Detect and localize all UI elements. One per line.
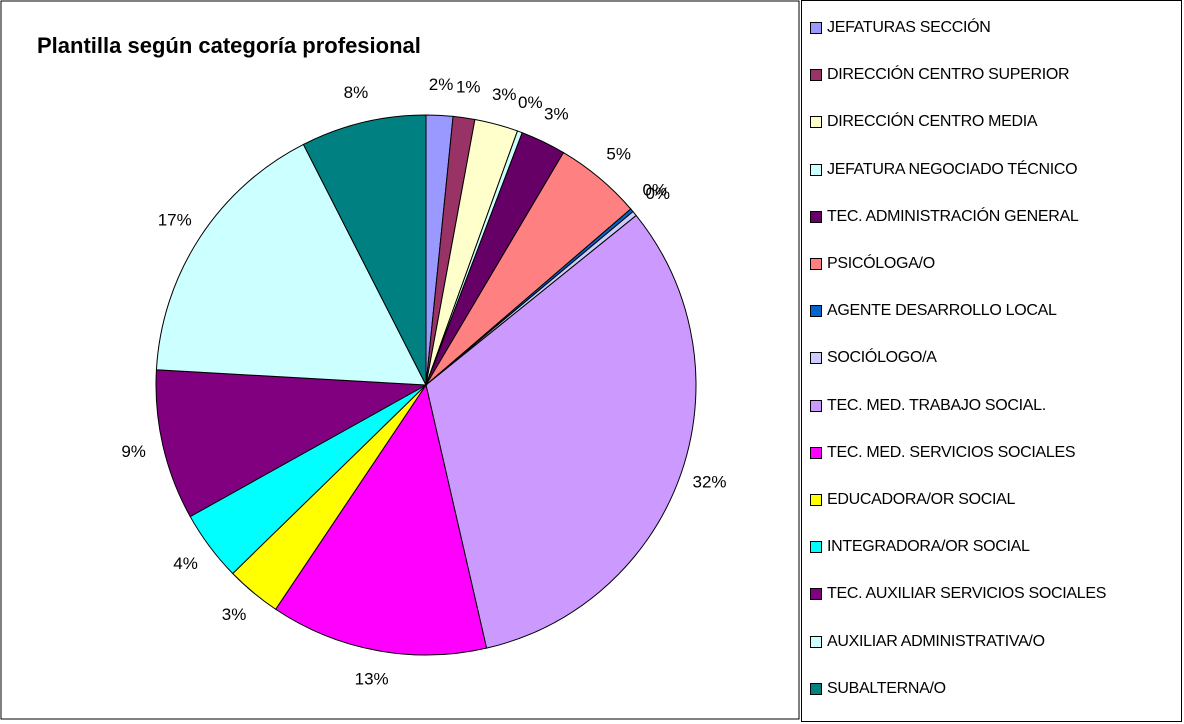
legend-item: SUBALTERNA/O xyxy=(810,679,946,699)
legend-label: AGENTE DESARROLLO LOCAL xyxy=(827,302,1057,320)
pie-slice xyxy=(425,214,697,649)
legend-swatch xyxy=(810,682,822,695)
pie-slice xyxy=(155,143,427,386)
data-label: 32% xyxy=(693,473,727,492)
legend-item: AUXILIAR ADMINISTRATIVA/O xyxy=(810,632,1045,652)
data-label: 3% xyxy=(492,85,517,104)
legend-item: EDUCADORA/OR SOCIAL xyxy=(810,490,1015,510)
data-label: 13% xyxy=(355,670,389,689)
legend-label: DIRECCIÓN CENTRO MEDIA xyxy=(827,113,1038,131)
pie-slice xyxy=(302,114,427,386)
data-label: 0% xyxy=(642,180,667,199)
legend-label: TEC. AUXILIAR SERVICIOS SOCIALES xyxy=(827,585,1107,603)
legend-item: JEFATURA NEGOCIADO TÉCNICO xyxy=(810,160,1078,180)
data-label: 8% xyxy=(344,83,369,102)
legend-swatch xyxy=(810,541,822,554)
legend-label: SUBALTERNA/O xyxy=(827,679,946,697)
legend-swatch xyxy=(810,588,822,601)
legend-swatch xyxy=(810,210,822,223)
legend-swatch xyxy=(810,399,822,412)
data-label: 3% xyxy=(222,605,247,624)
legend-swatch xyxy=(810,305,822,318)
legend-item: TEC. MED. SERVICIOS SOCIALES xyxy=(810,443,1076,463)
data-label: 3% xyxy=(544,104,569,123)
legend-item: DIRECCIÓN CENTRO MEDIA xyxy=(810,112,1038,132)
legend-label: TEC. MED. TRABAJO SOCIAL. xyxy=(827,396,1046,414)
legend-label: EDUCADORA/OR SOCIAL xyxy=(827,491,1016,508)
data-label: 17% xyxy=(158,211,192,230)
legend-label: JEFATURA NEGOCIADO TÉCNICO xyxy=(827,160,1078,178)
legend-item: AGENTE DESARROLLO LOCAL xyxy=(810,301,1057,321)
legend-item: INTEGRADORA/OR SOCIAL xyxy=(810,537,1030,557)
legend-swatch xyxy=(810,494,822,506)
legend-swatch xyxy=(810,258,822,270)
legend-item: TEC. AUXILIAR SERVICIOS SOCIALES xyxy=(810,584,1106,604)
data-label: 4% xyxy=(173,554,198,573)
chart: Plantilla según categoría profesional 2%… xyxy=(0,0,800,720)
legend-swatch xyxy=(810,69,822,82)
legend-swatch xyxy=(810,352,822,365)
legend-label: INTEGRADORA/OR SOCIAL xyxy=(827,538,1030,556)
legend-item: DIRECCIÓN CENTRO SUPERIOR xyxy=(810,65,1070,85)
legend-swatch xyxy=(810,22,822,34)
legend-label: PSICÓLOGA/O xyxy=(827,255,935,272)
legend-swatch xyxy=(810,446,822,459)
legend-label: SOCIÓLOGO/A xyxy=(827,349,937,367)
legend-label: TEC. ADMINISTRACIÓN GENERAL xyxy=(827,207,1079,225)
legend-item: TEC. ADMINISTRACIÓN GENERAL xyxy=(810,207,1079,227)
chart-title: Plantilla según categoría profesional xyxy=(37,33,421,58)
legend-swatch xyxy=(810,163,822,176)
legend: JEFATURAS SECCIÓN DIRECCIÓN CENTRO SUPERI… xyxy=(801,0,1182,722)
legend-label: TEC. MED. SERVICIOS SOCIALES xyxy=(827,443,1076,461)
legend-item: TEC. MED. TRABAJO SOCIAL. xyxy=(810,396,1046,416)
data-label: 0% xyxy=(645,184,670,203)
legend-label: AUXILIAR ADMINISTRATIVA/O xyxy=(827,632,1045,650)
data-label: 0% xyxy=(518,93,543,112)
data-label: 1% xyxy=(456,77,481,96)
legend-label: JEFATURAS SECCIÓN xyxy=(827,19,991,36)
pie-slice xyxy=(155,369,428,518)
legend-swatch xyxy=(810,635,822,648)
data-label: 2% xyxy=(429,75,454,94)
legend-item: PSICÓLOGA/O xyxy=(810,254,935,274)
data-label: 9% xyxy=(121,442,146,461)
legend-swatch xyxy=(810,116,822,129)
legend-item: JEFATURAS SECCIÓN xyxy=(810,18,991,38)
legend-label: DIRECCIÓN CENTRO SUPERIOR xyxy=(827,66,1070,84)
data-label: 5% xyxy=(606,145,631,164)
pie-slice xyxy=(274,383,488,656)
legend-item: SOCIÓLOGO/A xyxy=(810,348,937,368)
